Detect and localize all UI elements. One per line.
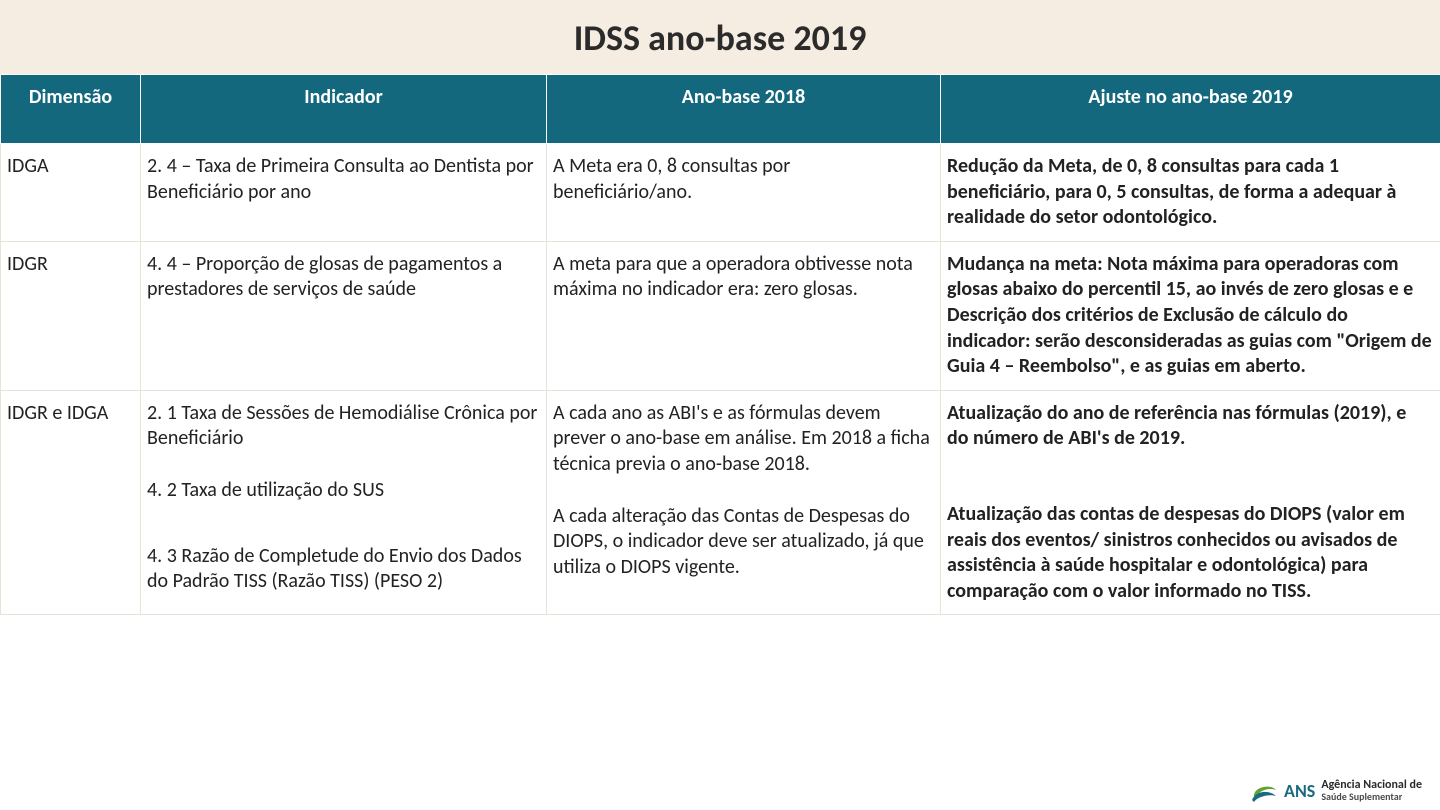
cell-ajuste: Mudança na meta: Nota máxima para operad… <box>941 241 1440 390</box>
ans-logo-icon <box>1250 778 1278 804</box>
cell-ano: A Meta era 0, 8 consultas por beneficiár… <box>547 144 941 242</box>
title-bar: IDSS ano-base 2019 <box>0 0 1440 74</box>
col-dimensao: Dimensão <box>1 75 141 144</box>
cell-ind: 4. 4 – Proporção de glosas de pagamentos… <box>141 241 547 390</box>
ano-block: A cada alteração das Contas de Despesas … <box>553 504 932 581</box>
ind-block: 2. 1 Taxa de Sessões de Hemodiálise Crôn… <box>147 401 538 452</box>
ans-fullname: Agência Nacional de Saúde Suplementar <box>1321 779 1422 802</box>
cell-dim: IDGR e IDGA <box>1 390 141 615</box>
ind-block: 4. 3 Razão de Completude do Envio dos Da… <box>147 544 538 595</box>
cell-ind: 2. 1 Taxa de Sessões de Hemodiálise Crôn… <box>141 390 547 615</box>
table-row: IDGR 4. 4 – Proporção de glosas de pagam… <box>1 241 1440 390</box>
ano-block: A cada ano as ABI's e as fórmulas devem … <box>553 401 932 478</box>
page-title: IDSS ano-base 2019 <box>0 16 1440 60</box>
ans-acronym: ANS <box>1284 780 1315 802</box>
table-header-row: Dimensão Indicador Ano-base 2018 Ajuste … <box>1 75 1440 144</box>
ajuste-block: Atualização do ano de referência nas fór… <box>947 401 1432 452</box>
table-row: IDGR e IDGA 2. 1 Taxa de Sessões de Hemo… <box>1 390 1440 615</box>
cell-ano: A cada ano as ABI's e as fórmulas devem … <box>547 390 941 615</box>
cell-dim: IDGA <box>1 144 141 242</box>
col-ajuste: Ajuste no ano-base 2019 <box>941 75 1440 144</box>
col-indicador: Indicador <box>141 75 547 144</box>
col-ano-base: Ano-base 2018 <box>547 75 941 144</box>
cell-ind: 2. 4 – Taxa de Primeira Consulta ao Dent… <box>141 144 547 242</box>
ajuste-block: Atualização das contas de despesas do DI… <box>947 502 1432 604</box>
cell-ajuste: Atualização do ano de referência nas fór… <box>941 390 1440 615</box>
ans-line2: Saúde Suplementar <box>1321 792 1422 803</box>
ind-block: 4. 2 Taxa de utilização do SUS <box>147 478 538 504</box>
footer-logo: ANS Agência Nacional de Saúde Suplementa… <box>1250 778 1422 804</box>
table-row: IDGA 2. 4 – Taxa de Primeira Consulta ao… <box>1 144 1440 242</box>
cell-ajuste: Redução da Meta, de 0, 8 consultas para … <box>941 144 1440 242</box>
cell-dim: IDGR <box>1 241 141 390</box>
indicator-table: Dimensão Indicador Ano-base 2018 Ajuste … <box>0 74 1440 615</box>
cell-ano: A meta para que a operadora obtivesse no… <box>547 241 941 390</box>
